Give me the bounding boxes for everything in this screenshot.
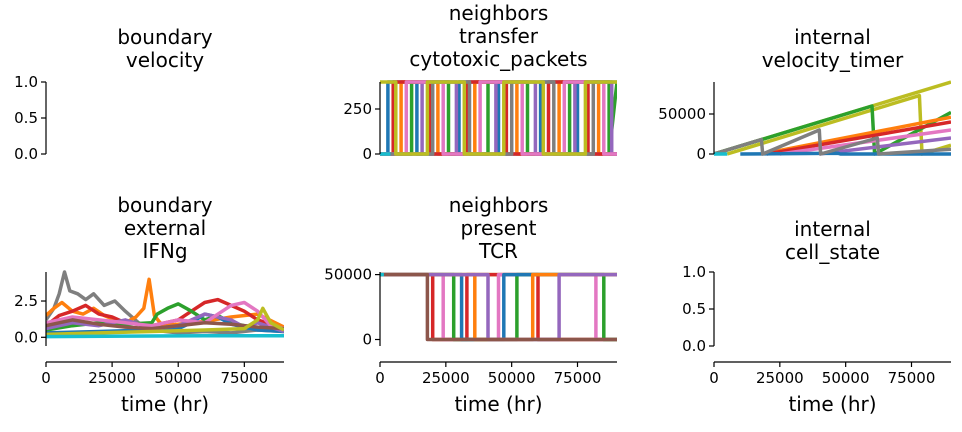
x-tick-label: 0 <box>375 369 385 387</box>
panel-title-line: external <box>124 216 206 240</box>
series-line <box>714 104 951 156</box>
y-tick-label: 0 <box>362 145 372 163</box>
series-line <box>380 272 617 342</box>
x-axis-label: time (hr) <box>121 392 209 416</box>
y-tick-label: 0 <box>362 331 372 349</box>
series-line <box>46 306 284 337</box>
series-line <box>380 80 617 156</box>
series-group <box>380 272 617 342</box>
y-tick-label: 0.5 <box>682 300 706 318</box>
x-tick-label: 25000 <box>88 369 136 387</box>
x-tick-label: 0 <box>709 369 719 387</box>
panel-title-line: internal <box>794 25 871 49</box>
series-line <box>819 136 951 156</box>
series-group <box>714 80 951 156</box>
series-line <box>46 270 284 335</box>
panel-title-line: boundary <box>117 193 212 217</box>
panel-title-line: TCR <box>478 239 518 263</box>
panel-title-line: boundary <box>117 25 212 49</box>
series-line <box>46 318 284 331</box>
y-tick-label: 50000 <box>658 105 706 123</box>
y-tick-label: 2.5 <box>14 292 38 310</box>
series-line <box>714 128 951 156</box>
series-line <box>380 272 617 342</box>
y-tick-label: 1.0 <box>682 263 706 281</box>
series-line <box>380 80 617 156</box>
series-line <box>46 334 284 339</box>
y-tick-label: 0 <box>696 145 706 163</box>
x-tick-label: 75000 <box>554 369 602 387</box>
panel-title-line: internal <box>794 217 871 241</box>
x-axis-label: time (hr) <box>454 392 542 416</box>
series-line <box>380 272 617 342</box>
x-axis-label: time (hr) <box>788 392 876 416</box>
y-tick-label: 1.0 <box>14 73 38 91</box>
x-tick-label: 50000 <box>822 369 870 387</box>
y-tick-label: 0.5 <box>14 109 38 127</box>
panel-title-line: velocity <box>126 48 204 72</box>
x-tick-label: 25000 <box>422 369 470 387</box>
panel-title-line: transfer <box>459 24 539 48</box>
y-tick-label: 250 <box>343 100 372 118</box>
panel-title-line: velocity_timer <box>762 48 904 72</box>
series-line <box>380 80 617 156</box>
panel-title-line: IFNg <box>142 239 187 263</box>
series-line <box>380 272 617 342</box>
panel-title-line: cell_state <box>785 240 880 264</box>
y-tick-label: 0.0 <box>14 145 38 163</box>
panel-title-line: neighbors <box>449 1 548 25</box>
series-line <box>766 120 951 156</box>
series-group <box>46 270 284 339</box>
x-tick-label: 50000 <box>154 369 202 387</box>
x-tick-label: 50000 <box>488 369 536 387</box>
x-tick-label: 25000 <box>756 369 804 387</box>
panel-title-line: present <box>460 216 536 240</box>
x-tick-label: 75000 <box>220 369 268 387</box>
panel-title-line: cytotoxic_packets <box>409 47 587 71</box>
x-tick-label: 0 <box>41 369 51 387</box>
series-group <box>380 80 617 156</box>
y-tick-label: 0.0 <box>682 337 706 355</box>
x-tick-label: 75000 <box>888 369 936 387</box>
panel-title-line: neighbors <box>449 193 548 217</box>
y-tick-label: 50000 <box>324 266 372 284</box>
series-line <box>740 151 951 156</box>
y-tick-label: 0.0 <box>14 328 38 346</box>
